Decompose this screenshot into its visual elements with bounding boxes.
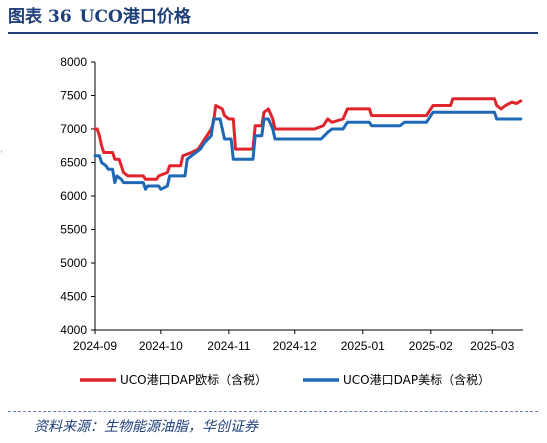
- x-tick-label: 2025-01: [341, 339, 385, 353]
- margin-mark: ‘: [0, 150, 3, 160]
- chart-legend: UCO港口DAP欧标（含税） UCO港口DAP美标（含税）: [80, 372, 490, 387]
- figure-title-number: 36: [48, 7, 72, 27]
- figure-title-prefix: 图表: [8, 7, 42, 27]
- y-tick-label: 6500: [60, 156, 87, 170]
- legend-label: UCO港口DAP美标（含税）: [343, 372, 490, 387]
- legend-label: UCO港口DAP欧标（含税）: [120, 372, 267, 387]
- x-tick-label: 2024-11: [207, 339, 250, 353]
- y-tick-label: 5000: [60, 256, 87, 270]
- figure-title: 图表 36 UCO港口价格: [8, 4, 191, 30]
- y-tick-label: 8000: [60, 55, 87, 69]
- x-tick-label: 2024-10: [139, 339, 183, 353]
- chart-series-group: [93, 97, 523, 191]
- y-tick-label: 5500: [60, 223, 87, 237]
- x-tick-label: 2024-09: [73, 339, 117, 353]
- chart-axes: 4000 4500 5000 5500 6000 6500 7000 7500 8000 2024…: [60, 55, 523, 353]
- footer-divider: [8, 411, 538, 412]
- y-tick-label: 7000: [60, 122, 87, 136]
- source-note: 资料来源：生物能源油脂，华创证券: [34, 419, 258, 435]
- y-tick-label: 6000: [60, 189, 87, 203]
- y-tick-label: 7500: [60, 89, 87, 103]
- series-line-us-standard: [93, 110, 523, 191]
- y-tick-label: 4500: [60, 290, 87, 304]
- price-line-chart: 4000 4500 5000 5500 6000 6500 7000 7500 8000 2024…: [60, 55, 523, 387]
- y-tick-label: 4000: [60, 323, 87, 337]
- x-tick-label: 2025-03: [470, 339, 514, 353]
- series-line-eu-standard: [93, 97, 523, 181]
- x-tick-label: 2024-12: [273, 339, 317, 353]
- title-divider: [8, 32, 538, 34]
- x-tick-label: 2025-02: [409, 339, 453, 353]
- figure-title-text: UCO港口价格: [79, 7, 191, 27]
